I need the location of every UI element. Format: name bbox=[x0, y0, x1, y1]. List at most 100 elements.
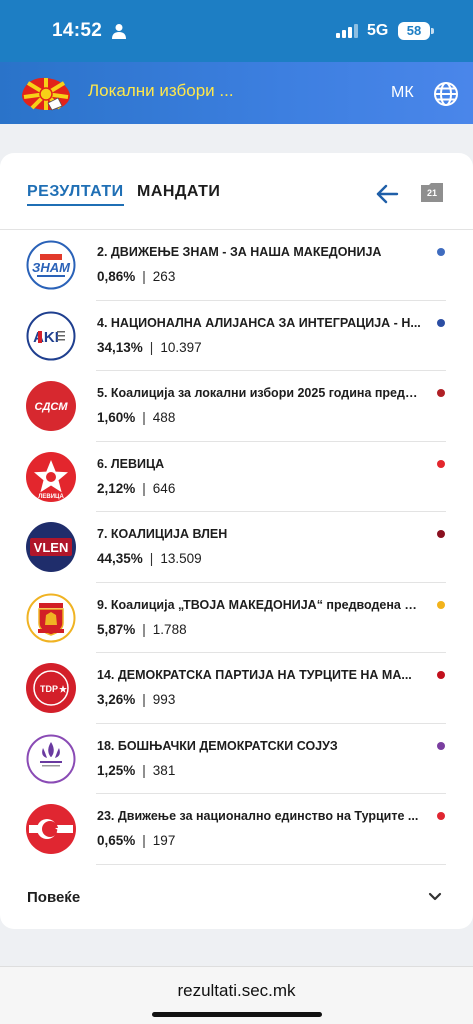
party-stats: 2,12% | 646 bbox=[97, 481, 175, 496]
bds-lily-logo-icon bbox=[26, 734, 76, 783]
browser-url-bar[interactable]: rezultati.sec.mk bbox=[0, 966, 473, 1024]
party-stats: 44,35% | 13.509 bbox=[97, 551, 202, 566]
party-name: 5. Коалиција за локални избори 2025 годи… bbox=[97, 386, 422, 400]
battery-icon: 58 bbox=[398, 22, 434, 40]
party-color-dot bbox=[437, 600, 445, 609]
party-color-dot bbox=[437, 812, 445, 820]
party-row[interactable]: ЗНАМ 2. ДВИЖЕЊЕ ЗНАМ - ЗА НАША МАКЕДОНИЈ… bbox=[0, 230, 473, 301]
separator: | bbox=[142, 692, 146, 707]
party-stats: 1,60% | 488 bbox=[97, 410, 175, 425]
separator: | bbox=[142, 621, 146, 637]
party-name: 18. БОШЊАЧКИ ДЕМОКРАТСКИ СОЈУЗ bbox=[97, 738, 338, 753]
macedonia-sun-flag-icon[interactable] bbox=[18, 73, 74, 113]
party-name: 23. Движење за национално единство на Ту… bbox=[97, 809, 419, 823]
party-votes: 10.397 bbox=[160, 339, 202, 355]
divider bbox=[0, 229, 473, 230]
party-votes: 993 bbox=[152, 692, 176, 707]
aki-logo-icon: AKI bbox=[26, 311, 76, 360]
separator: | bbox=[142, 833, 146, 848]
party-color-dot bbox=[437, 459, 445, 468]
party-name: 14. ДЕМОКРАТСКА ПАРТИЈА НА ТУРЦИТЕ НА МА… bbox=[97, 668, 412, 682]
party-votes: 381 bbox=[152, 762, 176, 778]
party-stats: 0,65% | 197 bbox=[97, 833, 175, 848]
app-header: Локални избори ... МК bbox=[0, 62, 473, 124]
tab-results[interactable]: РЕЗУЛТАТИ bbox=[27, 183, 124, 206]
tdp-logo-icon: TDP bbox=[26, 663, 76, 713]
svg-text:TDP: TDP bbox=[40, 684, 58, 694]
lion-crest-logo-icon bbox=[26, 593, 76, 642]
show-more-button[interactable]: Повеќе bbox=[0, 875, 473, 921]
party-name: 2. ДВИЖЕЊЕ ЗНАМ - ЗА НАША МАКЕДОНИЈА bbox=[97, 245, 382, 259]
tab-mandates[interactable]: МАНДАТИ bbox=[137, 183, 221, 200]
separator: | bbox=[149, 339, 154, 355]
party-row[interactable]: TDP 14. ДЕМОКРАТСКА ПАРТИЈА НА ТУРЦИТЕ Н… bbox=[0, 653, 473, 724]
separator: | bbox=[142, 410, 146, 425]
party-row[interactable]: 9. Коалиција „ТВОЈА МАКЕДОНИЈА“ предводе… bbox=[0, 583, 473, 654]
party-votes: 646 bbox=[152, 480, 176, 496]
sdsm-logo-icon: СДСМ bbox=[26, 381, 76, 431]
separator: | bbox=[142, 269, 146, 284]
party-color-dot bbox=[437, 318, 445, 327]
party-percent: 2,12% bbox=[97, 480, 136, 496]
party-name: 6. ЛЕВИЦА bbox=[97, 456, 165, 471]
svg-text:AKI: AKI bbox=[33, 329, 59, 346]
svg-text:СДСМ: СДСМ bbox=[35, 401, 69, 413]
separator: | bbox=[142, 762, 146, 778]
party-votes: 197 bbox=[152, 833, 176, 848]
party-color-dot bbox=[437, 671, 445, 679]
party-votes: 488 bbox=[152, 410, 176, 425]
url-text[interactable]: rezultati.sec.mk bbox=[177, 981, 296, 1000]
party-stats: 0,86% | 263 bbox=[97, 269, 175, 284]
status-time: 14:52 bbox=[52, 20, 103, 41]
language-button[interactable]: МК bbox=[391, 84, 414, 101]
party-name: 4. НАЦИОНАЛНА АЛИЈАНСА ЗА ИНТЕГРАЦИЈА - … bbox=[97, 315, 421, 330]
back-arrow-icon[interactable] bbox=[374, 181, 400, 207]
party-stats: 34,13% | 10.397 bbox=[97, 340, 202, 355]
znam-logo-icon: ЗНАМ bbox=[26, 240, 76, 290]
calendar-icon bbox=[421, 183, 443, 202]
party-row[interactable]: ЛЕВИЦА 6. ЛЕВИЦА 2,12% | 646 bbox=[0, 442, 473, 513]
svg-text:ЗНАМ: ЗНАМ bbox=[32, 260, 71, 275]
party-percent: 5,87% bbox=[97, 621, 136, 637]
party-row[interactable]: VLEN 7. КОАЛИЦИЈА ВЛЕН 44,35% | 13.509 bbox=[0, 512, 473, 583]
party-percent: 0,86% bbox=[97, 269, 136, 284]
calendar-day: 21 bbox=[426, 188, 437, 198]
party-row[interactable]: СДСМ 5. Коалиција за локални избори 2025… bbox=[0, 371, 473, 442]
vlen-logo-icon: VLEN bbox=[26, 522, 76, 572]
party-percent: 34,13% bbox=[97, 339, 143, 355]
party-votes: 1.788 bbox=[152, 621, 187, 637]
party-votes: 13.509 bbox=[160, 551, 202, 566]
svg-text:VLEN: VLEN bbox=[34, 540, 69, 555]
home-indicator[interactable] bbox=[152, 1012, 322, 1017]
party-row[interactable]: 18. БОШЊАЧКИ ДЕМОКРАТСКИ СОЈУЗ 1,25% | 381 bbox=[0, 724, 473, 795]
results-card: РЕЗУЛТАТИ МАНДАТИ 21 ЗНАМ 2. ДВИЖЕЊЕ ЗНА… bbox=[0, 153, 473, 929]
separator: | bbox=[142, 480, 146, 496]
svg-text:ЛЕВИЦА: ЛЕВИЦА bbox=[38, 494, 64, 500]
party-color-dot bbox=[437, 389, 445, 397]
levica-star-logo-icon: ЛЕВИЦА bbox=[26, 451, 76, 502]
party-color-dot bbox=[437, 741, 445, 750]
party-votes: 263 bbox=[152, 269, 176, 284]
party-stats: 1,25% | 381 bbox=[97, 763, 175, 778]
party-color-dot bbox=[437, 530, 445, 538]
party-percent: 44,35% bbox=[97, 551, 143, 566]
party-color-dot bbox=[437, 248, 445, 256]
party-percent: 3,26% bbox=[97, 692, 136, 707]
person-icon bbox=[112, 24, 126, 39]
party-row[interactable]: 23. Движење за национално единство на Ту… bbox=[0, 794, 473, 865]
globe-icon[interactable] bbox=[433, 81, 459, 107]
status-bar: 14:52 5G 58 bbox=[0, 0, 473, 62]
party-percent: 0,65% bbox=[97, 833, 136, 848]
party-name: 7. КОАЛИЦИЈА ВЛЕН bbox=[97, 527, 228, 541]
party-list: ЗНАМ 2. ДВИЖЕЊЕ ЗНАМ - ЗА НАША МАКЕДОНИЈ… bbox=[0, 230, 473, 865]
party-name: 9. Коалиција „ТВОЈА МАКЕДОНИЈА“ предводе… bbox=[97, 597, 422, 612]
party-percent: 1,25% bbox=[97, 762, 136, 778]
party-row[interactable]: AKI 4. НАЦИОНАЛНА АЛИЈАНСА ЗА ИНТЕГРАЦИЈ… bbox=[0, 301, 473, 372]
show-more-label: Повеќе bbox=[27, 889, 81, 906]
party-stats: 5,87% | 1.788 bbox=[97, 622, 187, 637]
page-title: Локални избори ... bbox=[88, 81, 234, 100]
crescent-star-logo-icon bbox=[26, 804, 76, 854]
signal-icon bbox=[336, 24, 358, 38]
chevron-down-icon bbox=[428, 892, 442, 901]
calendar-button[interactable]: 21 bbox=[420, 181, 444, 203]
